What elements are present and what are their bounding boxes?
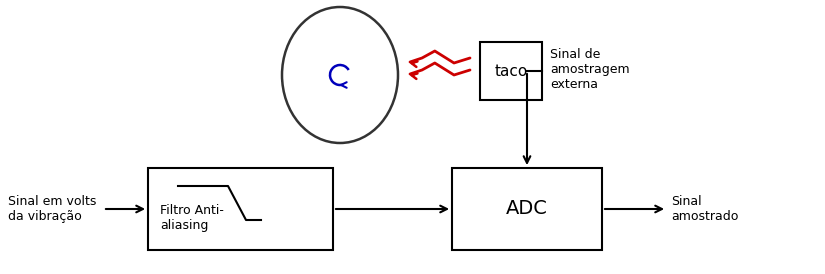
Text: Sinal de
amostragem
externa: Sinal de amostragem externa	[550, 47, 629, 90]
Bar	[452, 168, 602, 250]
Bar	[480, 42, 542, 100]
Text: taco: taco	[494, 64, 528, 78]
Bar	[282, 70, 306, 81]
Text: Sinal em volts
da vibração: Sinal em volts da vibração	[8, 195, 97, 223]
Text: Filtro Anti-
aliasing: Filtro Anti- aliasing	[160, 204, 224, 232]
Bar	[334, 107, 346, 131]
Text: ADC: ADC	[506, 199, 548, 218]
Bar	[299, 35, 320, 55]
Ellipse shape	[282, 7, 398, 143]
Bar	[360, 35, 380, 55]
Bar	[148, 168, 333, 250]
Bar	[360, 95, 380, 115]
Bar	[374, 70, 398, 81]
Text: Sinal
amostrado: Sinal amostrado	[671, 195, 738, 223]
Bar	[334, 19, 346, 43]
Bar	[299, 95, 320, 115]
